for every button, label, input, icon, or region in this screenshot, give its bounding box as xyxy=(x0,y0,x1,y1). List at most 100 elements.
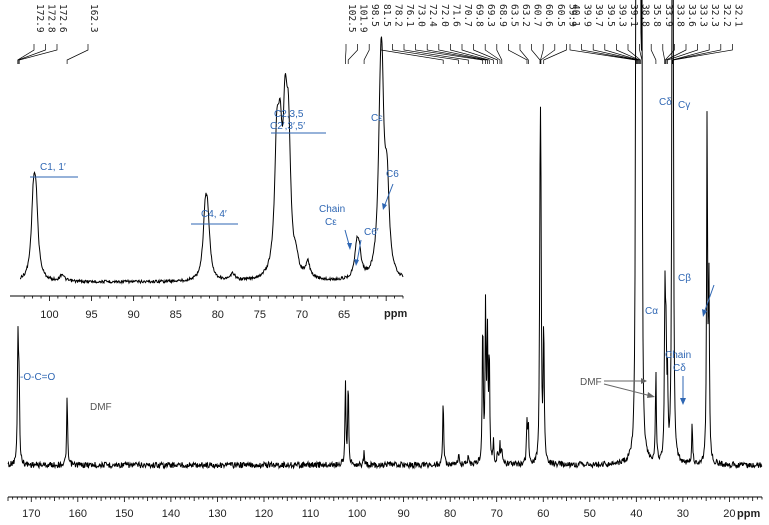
peak-leader-line xyxy=(543,44,567,64)
inset-c6p-label: C6′ xyxy=(364,227,379,238)
dmf-arrowhead-2 xyxy=(647,392,655,398)
dmf-right-label: DMF xyxy=(580,377,602,388)
peak-shift-label: 172.6 xyxy=(57,4,68,33)
c-beta-arrowhead xyxy=(702,309,707,317)
inset-c6p-arrow xyxy=(356,239,362,263)
inset-c6-label: C6 xyxy=(386,169,399,180)
peak-leader-line xyxy=(18,44,58,64)
peak-leader-line xyxy=(426,44,486,64)
peak-leader-line xyxy=(17,44,46,64)
peak-leader-line xyxy=(484,44,501,64)
main-tick-label: 160 xyxy=(69,508,87,520)
peak-leader-line xyxy=(519,44,529,64)
peak-shift-label: 76.1 xyxy=(404,4,415,27)
main-tick-label: 170 xyxy=(22,508,40,520)
main-tick-label: 130 xyxy=(208,508,226,520)
peak-leader-line xyxy=(473,44,498,64)
peak-shift-label: 60.7 xyxy=(532,4,543,27)
peak-leader-line xyxy=(616,44,640,64)
peak-leader-line xyxy=(496,44,503,64)
c-gamma-label: Cγ xyxy=(678,100,690,111)
peak-shift-label: 39.9 xyxy=(582,4,593,27)
main-tick-label: 140 xyxy=(162,508,180,520)
c-beta-label: Cβ xyxy=(678,273,691,284)
peak-shift-label: 63.2 xyxy=(520,4,531,27)
main-tick-label: 60 xyxy=(537,508,549,520)
main-tick-label: 120 xyxy=(255,508,273,520)
inset-x-axis: 100 95 90 85 80 75 70 65 xyxy=(10,295,404,321)
inset-tick-label: 100 xyxy=(40,309,58,321)
inset-c6-arrow xyxy=(383,183,394,208)
main-tick-label: 40 xyxy=(630,508,642,520)
dmf-arrowhead-1 xyxy=(641,378,647,384)
main-tick-label: 80 xyxy=(444,508,456,520)
peak-leader-line xyxy=(667,44,698,64)
peak-leader-line xyxy=(540,44,544,64)
main-x-axis: 170 160 150 140 130 120 110 100 90 80 70 60 50 40 30 20 xyxy=(7,496,763,520)
peak-shift-label: 69.3 xyxy=(485,4,496,27)
peak-leader-line xyxy=(581,44,638,64)
peak-leader-line xyxy=(392,44,459,64)
main-tick-label: 20 xyxy=(723,508,735,520)
peak-leader-line xyxy=(66,44,89,64)
peak-shift-label: 32.1 xyxy=(732,4,743,27)
peak-leader-line xyxy=(403,44,469,64)
peak-shift-label: 33.8 xyxy=(674,4,685,27)
main-axis-unit: ppm xyxy=(737,508,760,520)
inset-c6p-arrowhead xyxy=(354,259,359,266)
peak-shift-label: 102.5 xyxy=(346,4,357,33)
main-tick-label: 110 xyxy=(302,508,320,520)
peak-shift-label: 59.9 xyxy=(566,4,577,27)
inset-c6-arrowhead xyxy=(382,203,387,210)
inset-chain-label: Chain xyxy=(319,204,345,215)
peak-shift-label: 63.5 xyxy=(508,4,519,27)
inset-tick-label: 95 xyxy=(85,309,97,321)
main-tick-label: 30 xyxy=(677,508,689,520)
peak-leader-line xyxy=(662,44,666,64)
peak-shift-label: 162.3 xyxy=(88,4,99,33)
main-tick-label: 100 xyxy=(348,508,366,520)
dmf-arrow-2 xyxy=(603,383,652,397)
peak-shift-label: 33.6 xyxy=(686,4,697,27)
peak-shift-label: 72.4 xyxy=(427,4,438,27)
peak-shift-label: 33.9 xyxy=(663,4,674,27)
c-beta-arrow xyxy=(703,284,715,314)
inset-c11-label: C1, 1′ xyxy=(40,162,66,173)
inset-tick-label: 75 xyxy=(254,309,266,321)
peak-shift-label: 70.7 xyxy=(462,4,473,27)
peak-shift-label: 78.2 xyxy=(392,4,403,27)
peak-shift-label: 35.8 xyxy=(651,4,662,27)
inset-chain-ce-label: Cε xyxy=(325,217,337,228)
peak-shift-label: 81.5 xyxy=(381,4,392,27)
peak-leader-line xyxy=(415,44,484,64)
peak-shift-label: 60.6 xyxy=(543,4,554,27)
peak-shift-label: 39.7 xyxy=(593,4,604,27)
dmf-left-label: DMF xyxy=(90,402,112,413)
peak-shift-label: 71.6 xyxy=(450,4,461,27)
main-tick-label: 150 xyxy=(115,508,133,520)
peak-shift-label: 68.9 xyxy=(497,4,508,27)
chain-label: Chain xyxy=(665,350,691,361)
peak-leader-line xyxy=(347,44,358,64)
main-spectrum-trace xyxy=(7,0,763,470)
peak-shift-label: 98.5 xyxy=(369,4,380,27)
peak-leader-line xyxy=(604,44,640,64)
peak-leader-line xyxy=(540,44,556,64)
main-tick-label: 90 xyxy=(397,508,409,520)
peak-leader-line xyxy=(531,44,541,64)
peak-shift-label: 40.1 xyxy=(570,4,581,27)
chain-c-delta-label: Cδ xyxy=(673,363,686,374)
peak-leader-line xyxy=(665,44,687,64)
peak-label-leaders xyxy=(17,44,733,64)
peak-leader-line xyxy=(627,44,641,64)
inset-c235p-label: C2′,3′,5′ xyxy=(270,121,305,132)
peak-shift-label: 39.1 xyxy=(628,4,639,27)
chain-c-delta-arrowhead xyxy=(680,398,686,405)
peak-shift-label: 39.5 xyxy=(605,4,616,27)
peak-shift-label: 38.8 xyxy=(640,4,651,27)
inset-chain-ce-arrowhead xyxy=(347,243,352,250)
peak-shift-label: 39.3 xyxy=(616,4,627,27)
inset-background xyxy=(10,100,410,292)
inset-ce-label: Cε xyxy=(371,113,383,124)
